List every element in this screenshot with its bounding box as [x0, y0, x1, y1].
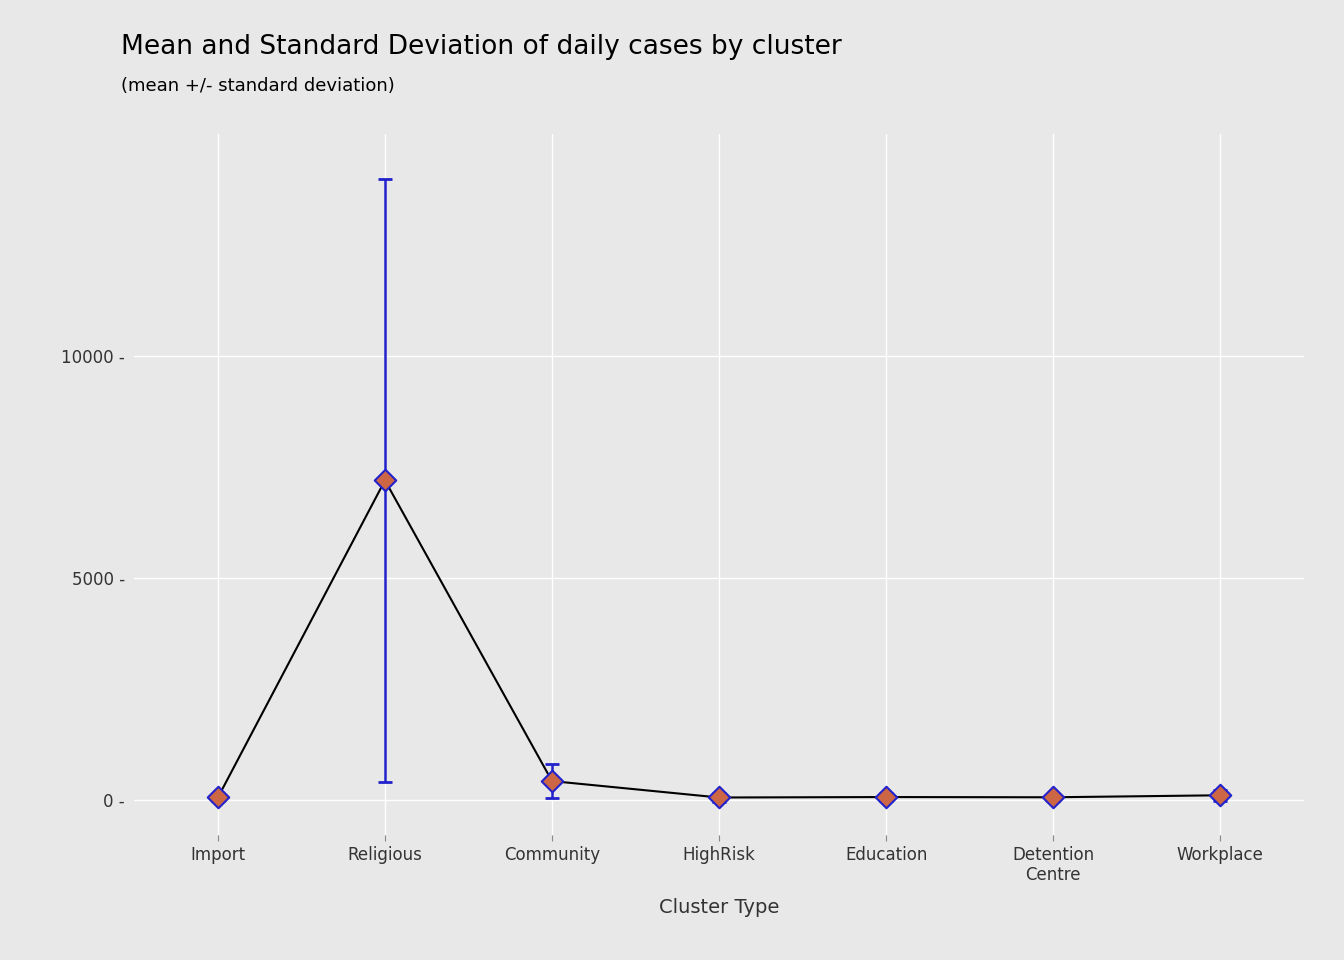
Point	[542, 774, 563, 789]
X-axis label: Cluster Type: Cluster Type	[659, 899, 780, 918]
Point	[207, 790, 228, 805]
Point	[374, 472, 395, 488]
Text: (mean +/- standard deviation): (mean +/- standard deviation)	[121, 77, 395, 95]
Point	[1210, 787, 1231, 803]
Point	[1043, 789, 1064, 804]
Text: Mean and Standard Deviation of daily cases by cluster: Mean and Standard Deviation of daily cas…	[121, 34, 841, 60]
Point	[708, 790, 730, 805]
Point	[875, 789, 896, 804]
